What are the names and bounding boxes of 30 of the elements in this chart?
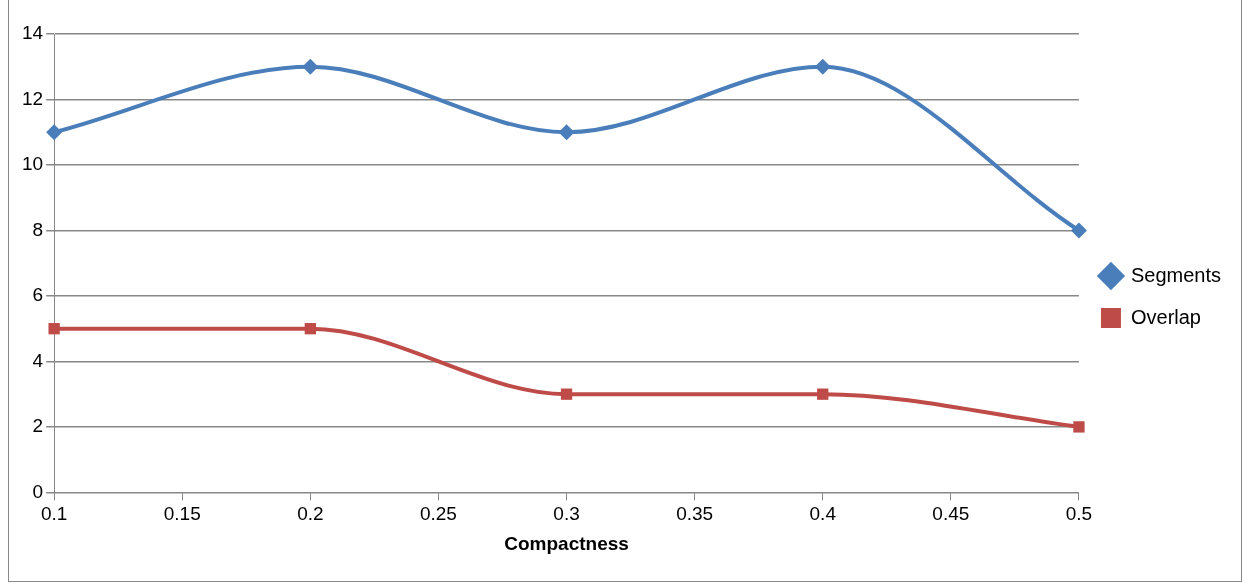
y-tick-label: 0: [32, 480, 44, 502]
y-tick-label: 10: [21, 153, 44, 175]
y-tick-label: 8: [32, 218, 44, 240]
x-tick-label: 0.5: [1065, 503, 1093, 525]
x-tick-label: 0.2: [297, 503, 324, 525]
x-tick-label: 0.3: [553, 503, 580, 525]
point: [560, 388, 573, 400]
y-tick-label: 14: [21, 22, 44, 44]
x-tick-label: 0.1: [40, 503, 68, 525]
point: [46, 124, 63, 141]
x-tick-label: 0.4: [809, 503, 837, 525]
point: [304, 323, 316, 335]
point: [1070, 222, 1087, 239]
y-tick-label: 4: [32, 349, 44, 371]
y-tick-label: 6: [32, 284, 44, 306]
legend-label: Overlap: [1130, 305, 1201, 328]
y-tick-label: 12: [21, 87, 44, 109]
point: [1073, 421, 1085, 433]
x-tick-label: 0.35: [676, 503, 714, 525]
point: [558, 124, 575, 141]
x-tick-label: 0.45: [932, 503, 970, 525]
legend-label: Segments: [1130, 263, 1222, 286]
point: [48, 323, 60, 335]
y-tick-label: 2: [32, 415, 44, 437]
point: [814, 58, 831, 75]
point: [302, 58, 319, 75]
x-axis-title: Compactness: [504, 532, 629, 554]
x-tick-label: 0.25: [419, 503, 457, 525]
x-tick-label: 0.15: [163, 503, 201, 525]
point: [817, 388, 829, 400]
